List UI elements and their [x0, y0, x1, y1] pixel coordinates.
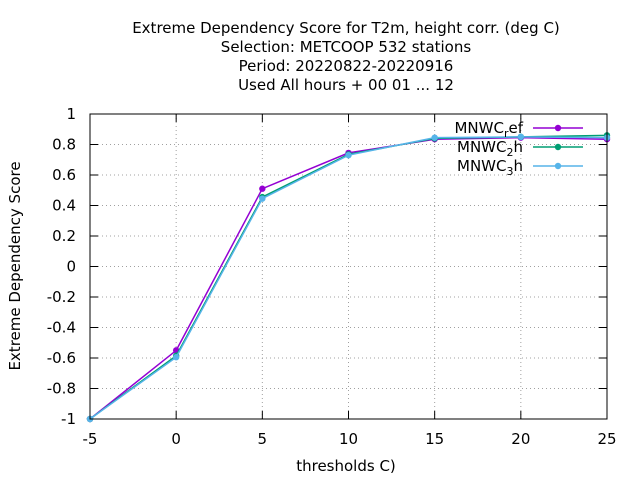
data-point-s3: [259, 195, 266, 202]
x-tick-label: 20: [511, 430, 530, 448]
y-tick-label: 0: [66, 258, 76, 276]
data-point-s3: [345, 151, 352, 159]
legend-label: MNWC2h: [457, 138, 523, 159]
legend-marker: [554, 143, 562, 151]
y-tick-label: 0.6: [52, 166, 76, 184]
plot-frame: [89, 113, 608, 420]
x-tick-label: 15: [425, 430, 444, 448]
y-tick-label: -1: [61, 410, 76, 428]
y-tick-label: 0.4: [52, 197, 76, 215]
y-tick-label: -0.6: [47, 349, 76, 367]
data-point-s3: [172, 354, 180, 361]
data-point-s3: [431, 134, 438, 141]
legend-entry-1: MNWCref: [454, 119, 583, 140]
title-line-4: Used All hours + 00 01 ... 12: [238, 76, 454, 94]
chart-title: Extreme Dependency Score for T2m, height…: [132, 19, 560, 94]
grid: [90, 114, 607, 419]
legend-entry-2: MNWC2h: [457, 138, 583, 159]
data-point-s1: [259, 185, 266, 192]
axis-ticks: -1 -0.8 -0.6 -0.4 -0.2 0 0.2 0.4 0.6 0.8 1 -5 0 5 10 15…: [47, 105, 617, 448]
data-point-s3: [517, 133, 525, 141]
y-tick-label: 0.8: [52, 136, 76, 154]
y-tick-label: -0.2: [47, 288, 76, 306]
y-tick-label: -0.8: [47, 380, 76, 398]
title-line-1: Extreme Dependency Score for T2m, height…: [132, 19, 560, 37]
x-tick-label: 0: [171, 430, 181, 448]
x-tick-label: -5: [83, 430, 98, 448]
series-line-3: [89, 136, 608, 420]
legend-marker: [554, 162, 562, 170]
legend-label: MNWCref: [454, 119, 523, 140]
x-tick-label: 5: [258, 430, 268, 448]
legend-label: MNWC3h: [457, 157, 523, 178]
legend-entry-3: MNWC3h: [457, 157, 583, 178]
y-axis-label: Extreme Dependency Score: [6, 161, 24, 370]
x-tick-label: 10: [339, 430, 358, 448]
title-line-3: Period: 20220822-20220916: [239, 57, 454, 75]
y-tick-label: -0.4: [47, 319, 76, 337]
x-tick-label: 25: [597, 430, 616, 448]
y-tick-label: 1: [66, 105, 76, 123]
x-axis-label: thresholds C): [296, 457, 396, 475]
series-line-2: [89, 134, 608, 420]
legend-marker: [554, 124, 562, 132]
title-line-2: Selection: METCOOP 532 stations: [221, 38, 472, 56]
y-tick-label: 0.2: [52, 227, 76, 245]
